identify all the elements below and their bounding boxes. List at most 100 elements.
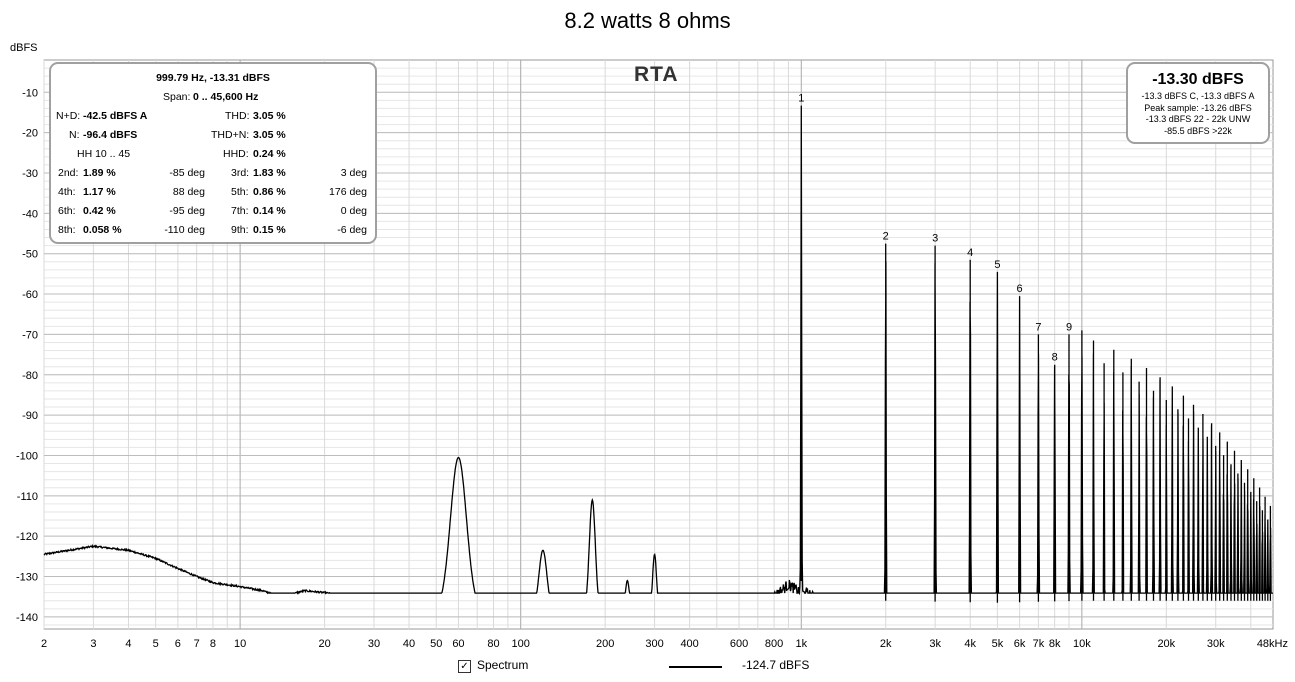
peak-readout: 999.79 Hz, -13.31 dBFS [156, 72, 270, 84]
y-tick-label: -110 [17, 491, 38, 503]
y-tick-label: -40 [22, 208, 38, 220]
legend-line-swatch [669, 666, 722, 668]
harmonic-phase: -85 deg [169, 167, 205, 179]
harmonic-number-label: 1 [798, 93, 804, 105]
harmonic-value: 0.86 % [253, 186, 286, 198]
spectrum-checkbox[interactable]: ✓ [458, 660, 471, 673]
nd-label: N+D: [56, 110, 81, 122]
level-line-2: Peak sample: -13.26 dBFS [1144, 102, 1252, 113]
x-tick-label: 10 [234, 638, 246, 650]
x-tick-label: 10k [1073, 638, 1091, 650]
x-tick-label: 4k [964, 638, 976, 650]
chart-subtitle: RTA [634, 63, 679, 86]
harmonic-phase: 0 deg [340, 205, 367, 217]
harmonic-value: 0.42 % [83, 205, 116, 217]
x-tick-label: 40 [403, 638, 415, 650]
x-tick-label: 1k [795, 638, 807, 650]
x-tick-labels: 2 3 4 5 6 7 8 10 20 30 40 50 60 80 100 200 300 400 600 800 1… [41, 638, 1288, 650]
x-tick-label: 50 [430, 638, 442, 650]
level-line-3: -13.3 dBFS 22 - 22k UNW [1145, 114, 1251, 124]
x-tick-label: 200 [596, 638, 614, 650]
y-tick-label: -120 [16, 531, 38, 543]
x-tick-label: 8 [210, 638, 216, 650]
harmonic-value: 0.058 % [83, 224, 122, 236]
x-tick-label: 30 [368, 638, 380, 650]
x-tick-label: 7 [194, 638, 200, 650]
legend-value: -124.7 dBFS [742, 658, 810, 672]
harmonic-phase: -6 deg [337, 224, 367, 236]
y-tick-label: -100 [16, 450, 38, 462]
y-tick-label: -50 [22, 249, 38, 261]
spectrum-legend-label[interactable]: Spectrum [477, 658, 529, 672]
harmonic-phase: -95 deg [169, 205, 205, 217]
x-tick-label: 6 [175, 638, 181, 650]
hhd-value: 0.24 % [253, 148, 286, 160]
harmonic-number-label: 4 [967, 247, 973, 259]
measurement-panel[interactable]: 999.79 Hz, -13.31 dBFS Span: 0 .. 45,600… [49, 62, 377, 244]
harmonic-number-label: 3 [932, 233, 938, 245]
harmonic-row: 4th: 1.17 % 88 deg 5th: 0.86 % 176 deg [51, 183, 375, 201]
y-tick-label: -80 [22, 370, 38, 382]
thd-value: 3.05 % [253, 110, 286, 122]
x-tick-label: 5k [992, 638, 1004, 650]
harmonic-phase: -110 deg [164, 224, 205, 236]
x-tick-label: 600 [730, 638, 748, 650]
chart-title: 8.2 watts 8 ohms [564, 8, 731, 33]
harmonic-value: 1.17 % [83, 186, 116, 198]
spectrum-trace [43, 105, 1273, 603]
y-tick-label: -60 [22, 289, 38, 301]
thd-label: THD: [225, 110, 250, 122]
y-tick-label: -130 [16, 572, 38, 584]
x-tick-label: 300 [645, 638, 663, 650]
x-tick-label: 30k [1207, 638, 1225, 650]
harmonic-row: 6th: 0.42 % -95 deg 7th: 0.14 % 0 deg [51, 202, 375, 220]
hhd-label: HHD: [223, 148, 249, 160]
harmonic-label: 5th: [231, 186, 249, 198]
harmonic-label: 3rd: [231, 167, 250, 179]
y-tick-label: -140 [16, 612, 38, 624]
x-tick-label: 2 [41, 638, 47, 650]
x-tick-label: 4 [125, 638, 131, 650]
x-tick-label: 800 [765, 638, 783, 650]
span-value: 0 .. 45,600 Hz [193, 91, 259, 103]
harmonic-label: 9th: [231, 224, 249, 236]
harmonic-number-label: 7 [1035, 321, 1041, 333]
x-tick-label: 3k [929, 638, 941, 650]
x-tick-label: 48kHz [1257, 638, 1288, 650]
span-label: Span: [163, 91, 191, 103]
x-tick-label: 20k [1157, 638, 1175, 650]
y-tick-label: -10 [22, 87, 38, 99]
harmonic-phase: 176 deg [329, 186, 367, 198]
x-tick-label: 80 [487, 638, 499, 650]
thdn-label: THD+N: [211, 129, 250, 141]
harmonic-number-label: 2 [883, 231, 889, 243]
y-tick-label: -30 [22, 168, 38, 180]
x-tick-label: 5 [153, 638, 159, 650]
x-tick-label: 6k [1014, 638, 1026, 650]
x-tick-label: 100 [512, 638, 530, 650]
harmonic-label: 6th: [58, 205, 76, 217]
x-tick-label: 3 [90, 638, 96, 650]
x-tick-label: 400 [680, 638, 698, 650]
nd-value: -42.5 dBFS A [83, 110, 148, 122]
x-tick-label: 2k [880, 638, 892, 650]
harmonic-number-label: 6 [1017, 283, 1023, 295]
harmonic-number-label: 9 [1066, 321, 1072, 333]
harmonic-number-label: 5 [994, 259, 1000, 271]
harmonic-phase: 88 deg [172, 186, 205, 198]
harmonic-labels: 1 2 3 4 5 6 7 8 9 [798, 93, 1072, 364]
harmonic-number-label: 8 [1052, 352, 1058, 364]
harmonic-label: 4th: [58, 186, 76, 198]
x-tick-label: 60 [452, 638, 464, 650]
level-panel[interactable]: -13.30 dBFS -13.3 dBFS C, -13.3 dBFS A P… [1126, 62, 1270, 144]
y-tick-label: -20 [22, 128, 38, 140]
harmonic-value: 0.14 % [253, 205, 286, 217]
noise-label: N: [69, 129, 80, 141]
harmonic-phase: 3 deg [340, 167, 367, 179]
harmonic-value: 0.15 % [253, 224, 286, 236]
x-tick-label: 7k [1033, 638, 1045, 650]
harmonic-row: 8th: 0.058 % -110 deg 9th: 0.15 % -6 deg [51, 221, 375, 239]
harmonic-row: 2nd: 1.89 % -85 deg 3rd: 1.83 % 3 deg [51, 164, 375, 182]
harmonic-label: 2nd: [58, 167, 79, 179]
level-main: -13.30 dBFS [1152, 71, 1244, 88]
